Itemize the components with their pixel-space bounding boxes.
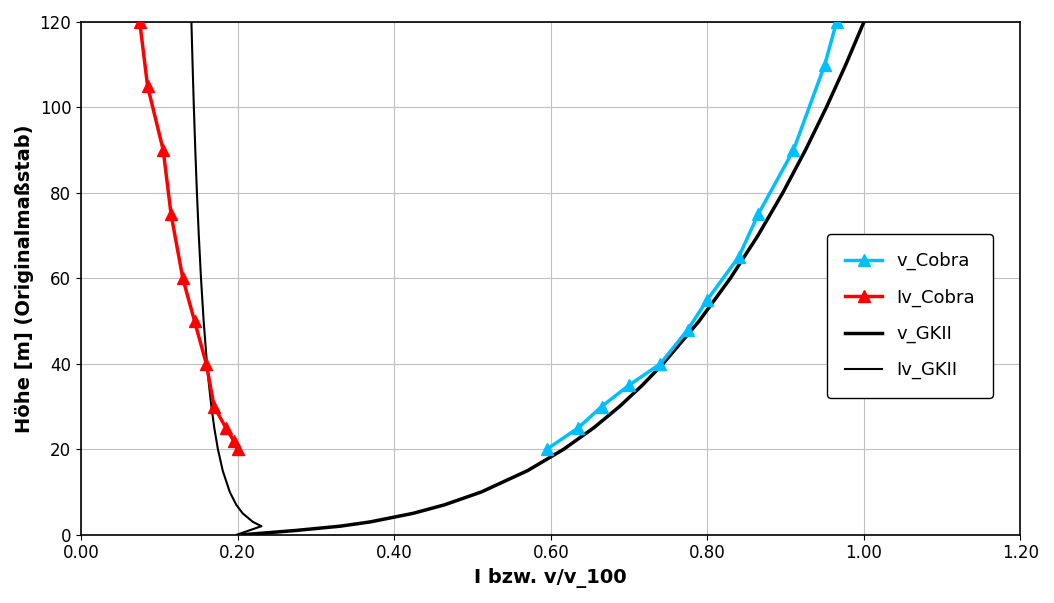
v_GKII	[636, 382, 648, 389]
Iv_GKII	[236, 510, 249, 517]
Iv_Cobra	[208, 403, 220, 410]
v_GKII	[522, 467, 534, 474]
Iv_Cobra	[141, 83, 154, 90]
v_GKII	[613, 403, 626, 410]
Iv_GKII	[200, 360, 213, 367]
Iv_GKII	[189, 147, 201, 154]
v_GKII	[587, 425, 600, 432]
v_GKII	[820, 104, 833, 111]
v_Cobra	[733, 253, 745, 260]
Iv_GKII	[188, 104, 200, 111]
v_GKII	[858, 18, 871, 25]
Y-axis label: Höhe [m] (Originalmaßstab): Höhe [m] (Originalmaßstab)	[15, 124, 34, 432]
X-axis label: I bzw. v/v_100: I bzw. v/v_100	[474, 568, 627, 588]
Line: v_Cobra: v_Cobra	[542, 16, 842, 455]
v_GKII	[558, 446, 570, 453]
v_GKII	[839, 61, 852, 68]
v_Cobra	[752, 210, 764, 218]
v_Cobra	[701, 296, 714, 303]
v_GKII	[799, 147, 812, 154]
v_Cobra	[596, 403, 608, 410]
v_Cobra	[787, 147, 800, 154]
Iv_GKII	[186, 18, 198, 25]
v_Cobra	[623, 382, 636, 389]
v_GKII	[407, 510, 419, 517]
v_Cobra	[831, 18, 843, 25]
Line: Iv_GKII: Iv_GKII	[192, 22, 261, 535]
Iv_Cobra	[157, 147, 170, 154]
Iv_GKII	[206, 403, 218, 410]
v_Cobra	[655, 360, 667, 367]
v_GKII	[475, 488, 488, 496]
Iv_GKII	[255, 523, 268, 530]
Iv_GKII	[247, 519, 259, 526]
Iv_GKII	[187, 61, 199, 68]
Iv_Cobra	[164, 210, 177, 218]
Legend: v_Cobra, Iv_Cobra, v_GKII, Iv_GKII: v_Cobra, Iv_Cobra, v_GKII, Iv_GKII	[827, 234, 993, 397]
Iv_GKII	[208, 425, 220, 432]
v_GKII	[752, 232, 764, 239]
Iv_GKII	[193, 232, 206, 239]
v_GKII	[692, 317, 705, 324]
v_Cobra	[541, 446, 553, 453]
Iv_GKII	[230, 501, 242, 508]
Iv_Cobra	[134, 18, 147, 25]
Line: v_GKII: v_GKII	[243, 22, 864, 535]
v_GKII	[334, 523, 347, 530]
Iv_GKII	[202, 382, 215, 389]
Iv_Cobra	[219, 425, 232, 432]
v_GKII	[724, 275, 737, 282]
Iv_GKII	[231, 531, 243, 538]
v_GKII	[777, 189, 789, 197]
v_GKII	[364, 519, 376, 526]
Iv_Cobra	[200, 360, 213, 367]
Iv_GKII	[195, 275, 208, 282]
v_Cobra	[819, 61, 832, 68]
Iv_Cobra	[176, 275, 189, 282]
Iv_GKII	[197, 317, 210, 324]
Iv_GKII	[216, 467, 229, 474]
Iv_GKII	[191, 189, 203, 197]
Iv_Cobra	[231, 446, 243, 453]
v_Cobra	[572, 425, 585, 432]
v_Cobra	[682, 326, 695, 333]
v_GKII	[290, 527, 302, 534]
Iv_GKII	[223, 488, 236, 496]
v_GKII	[438, 501, 451, 508]
Iv_Cobra	[189, 317, 201, 324]
Iv_Cobra	[228, 437, 240, 444]
v_GKII	[237, 531, 250, 538]
Line: Iv_Cobra: Iv_Cobra	[134, 16, 243, 455]
v_GKII	[657, 360, 669, 367]
Iv_GKII	[212, 446, 225, 453]
